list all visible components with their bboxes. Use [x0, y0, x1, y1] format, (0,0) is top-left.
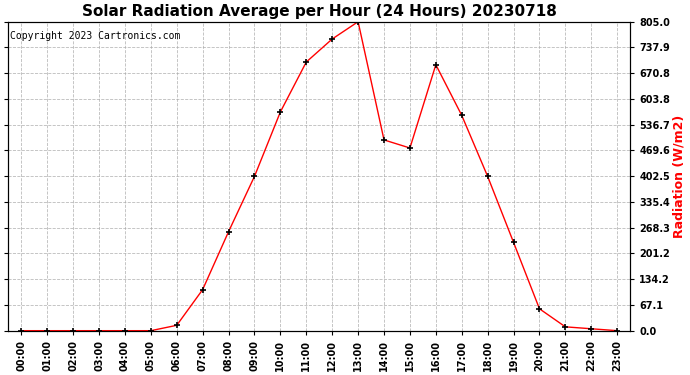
Title: Solar Radiation Average per Hour (24 Hours) 20230718: Solar Radiation Average per Hour (24 Hou… [82, 4, 557, 19]
Text: Copyright 2023 Cartronics.com: Copyright 2023 Cartronics.com [10, 31, 180, 41]
Y-axis label: Radiation (W/m2): Radiation (W/m2) [673, 115, 686, 238]
